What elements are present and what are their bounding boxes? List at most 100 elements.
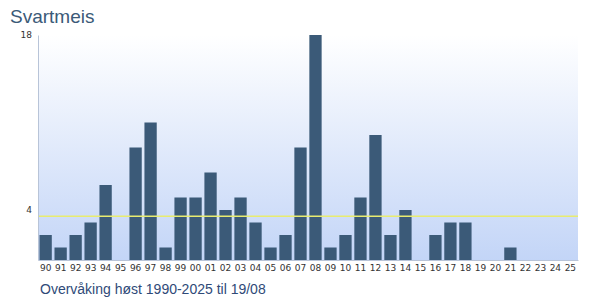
x-tick-label: 21 <box>505 263 516 273</box>
bar <box>324 248 336 261</box>
bar <box>69 235 81 260</box>
bar <box>354 198 366 261</box>
bar <box>309 35 321 260</box>
x-tick-label: 06 <box>280 263 292 273</box>
x-tick-label: 96 <box>130 263 142 273</box>
y-tick-label: 4 <box>26 205 32 215</box>
plot-background <box>38 35 578 260</box>
x-tick: 17 <box>445 260 456 273</box>
x-tick-label: 97 <box>145 263 156 273</box>
x-tick-label: 93 <box>85 263 96 273</box>
bar <box>414 260 426 261</box>
bar <box>399 210 411 260</box>
x-tick-label: 95 <box>115 263 126 273</box>
x-tick-label: 98 <box>160 263 172 273</box>
x-tick-label: 00 <box>190 263 202 273</box>
bar <box>129 148 141 261</box>
bar <box>249 223 261 261</box>
bar <box>504 248 516 261</box>
bar <box>444 223 456 261</box>
bar <box>384 235 396 260</box>
bar <box>219 210 231 260</box>
bar <box>519 260 531 261</box>
x-tick-label: 13 <box>385 263 396 273</box>
x-tick-label: 16 <box>430 263 442 273</box>
bar <box>489 260 501 261</box>
x-tick-label: 91 <box>55 263 66 273</box>
x-tick-label: 02 <box>220 263 231 273</box>
x-tick: 09 <box>325 260 337 273</box>
x-tick-label: 19 <box>475 263 487 273</box>
x-tick: 13 <box>385 260 396 273</box>
x-tick: 05 <box>265 260 276 273</box>
x-tick-label: 10 <box>340 263 352 273</box>
y-axis-line <box>38 36 39 261</box>
x-tick: 22 <box>520 260 531 273</box>
bar <box>99 185 111 260</box>
x-tick: 12 <box>370 260 381 273</box>
x-tick: 00 <box>190 260 202 273</box>
x-tick-label: 99 <box>175 263 187 273</box>
x-tick-label: 01 <box>205 263 216 273</box>
x-tick-label: 23 <box>535 263 546 273</box>
x-tick-label: 17 <box>445 263 456 273</box>
title: Svartmeis <box>10 6 94 27</box>
marks <box>38 35 578 260</box>
bar <box>294 148 306 261</box>
x-tick-label: 25 <box>565 263 576 273</box>
x-tick: 98 <box>160 260 172 273</box>
x-tick-label: 08 <box>310 263 322 273</box>
bar <box>84 223 96 261</box>
x-tick: 21 <box>505 260 516 273</box>
x-axis: 9091929394959697989900010203040506070809… <box>39 260 579 273</box>
average-line <box>38 216 578 218</box>
x-tick-label: 94 <box>100 263 112 273</box>
x-tick: 14 <box>400 260 412 273</box>
x-tick: 06 <box>280 260 292 273</box>
bar <box>549 260 561 261</box>
bar <box>264 248 276 261</box>
x-tick-label: 20 <box>490 263 502 273</box>
x-tick-label: 14 <box>400 263 412 273</box>
x-tick: 95 <box>115 260 126 273</box>
x-tick: 07 <box>295 260 306 273</box>
x-tick: 91 <box>55 260 66 273</box>
y-tick-label: 18 <box>21 30 33 40</box>
x-tick: 16 <box>430 260 442 273</box>
bar <box>534 260 546 261</box>
x-tick-label: 03 <box>235 263 246 273</box>
x-tick-label: 09 <box>325 263 337 273</box>
x-tick: 01 <box>205 260 216 273</box>
bar <box>159 248 171 261</box>
x-tick: 08 <box>310 260 322 273</box>
x-tick: 18 <box>460 260 472 273</box>
subtitle: Overvåking høst 1990-2025 til 19/08 <box>40 281 266 297</box>
x-tick: 90 <box>40 260 52 273</box>
bar <box>144 123 156 261</box>
x-tick: 96 <box>130 260 142 273</box>
x-tick: 24 <box>550 260 562 273</box>
x-tick: 04 <box>250 260 262 273</box>
bar <box>174 198 186 261</box>
y-tick: 4 <box>26 205 38 215</box>
x-tick-label: 22 <box>520 263 531 273</box>
chart: 4189091929394959697989900010203040506070… <box>0 0 600 300</box>
bar <box>474 260 486 261</box>
x-tick: 93 <box>85 260 96 273</box>
y-axis: 4 18 <box>21 30 39 260</box>
x-tick: 97 <box>145 260 156 273</box>
bar <box>39 235 51 260</box>
x-tick-label: 05 <box>265 263 276 273</box>
x-tick-label: 24 <box>550 263 562 273</box>
x-axis-line <box>39 260 579 261</box>
x-tick: 10 <box>340 260 352 273</box>
x-tick: 94 <box>100 260 112 273</box>
x-tick: 25 <box>565 260 576 273</box>
bar <box>114 260 126 261</box>
x-tick-label: 04 <box>250 263 262 273</box>
x-tick: 19 <box>475 260 487 273</box>
x-tick: 23 <box>535 260 546 273</box>
x-tick-label: 90 <box>40 263 52 273</box>
bar <box>339 235 351 260</box>
x-tick-label: 11 <box>355 263 366 273</box>
